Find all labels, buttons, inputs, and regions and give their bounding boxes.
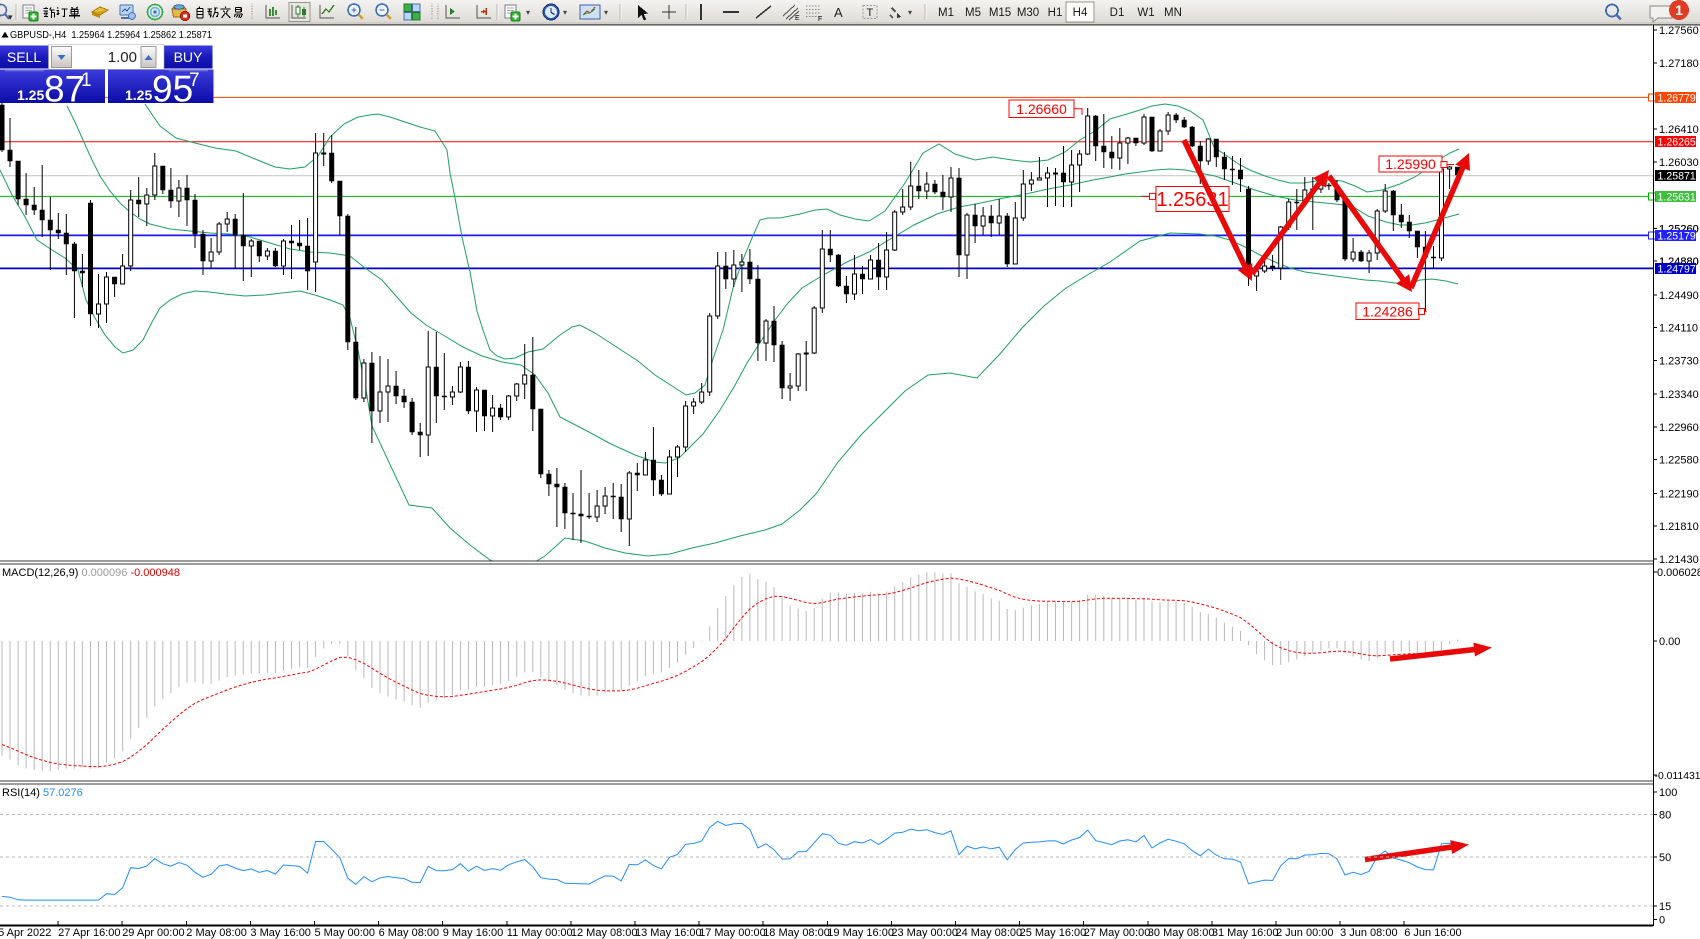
svg-text:1: 1	[1675, 2, 1683, 18]
svg-text:1.22580: 1.22580	[1659, 455, 1699, 467]
svg-text:1.22190: 1.22190	[1659, 488, 1699, 500]
svg-text:80: 80	[1659, 810, 1671, 822]
svg-text:0.006028: 0.006028	[1657, 567, 1700, 579]
svg-text:27 May 00:00: 27 May 00:00	[1084, 927, 1151, 939]
svg-text:T: T	[867, 7, 874, 19]
svg-text:1.24286: 1.24286	[1362, 303, 1413, 319]
svg-text:25 May 16:00: 25 May 16:00	[1020, 927, 1087, 939]
svg-text:M1: M1	[938, 7, 954, 19]
svg-text:7: 7	[189, 70, 200, 91]
svg-text:1: 1	[81, 70, 92, 91]
svg-text:1.25: 1.25	[125, 87, 152, 103]
svg-text:1.23730: 1.23730	[1659, 356, 1699, 368]
svg-text:1.24110: 1.24110	[1659, 323, 1698, 335]
svg-text:1.26030: 1.26030	[1659, 157, 1699, 169]
svg-text:A: A	[834, 5, 843, 20]
svg-text:1.25990: 1.25990	[1385, 156, 1436, 172]
svg-text:1.25631: 1.25631	[1658, 191, 1696, 203]
svg-text:M5: M5	[965, 7, 981, 19]
svg-text:23 May 00:00: 23 May 00:00	[891, 927, 958, 939]
svg-text:12 May 08:00: 12 May 08:00	[571, 927, 638, 939]
svg-text:95: 95	[152, 69, 193, 110]
svg-text:13 May 16:00: 13 May 16:00	[635, 927, 702, 939]
svg-text:1.27560: 1.27560	[1659, 25, 1699, 37]
svg-text:27 Apr 16:00: 27 Apr 16:00	[58, 927, 120, 939]
svg-text:3 May 16:00: 3 May 16:00	[250, 927, 311, 939]
svg-text:-0.011431: -0.011431	[1655, 771, 1700, 782]
svg-text:1.26265: 1.26265	[1658, 137, 1696, 149]
svg-text:19 May 16:00: 19 May 16:00	[827, 927, 894, 939]
svg-text:MN: MN	[1164, 7, 1182, 19]
svg-text:29 Apr 00:00: 29 Apr 00:00	[122, 927, 184, 939]
svg-text:2 Jun 00:00: 2 Jun 00:00	[1276, 927, 1334, 939]
svg-text:D1: D1	[1110, 7, 1125, 19]
svg-text:1.24797: 1.24797	[1658, 263, 1696, 275]
svg-text:1.24490: 1.24490	[1659, 290, 1699, 302]
svg-text:1.25: 1.25	[17, 87, 44, 103]
svg-text:RSI(14) 57.0276: RSI(14) 57.0276	[2, 787, 83, 799]
svg-text:100: 100	[1659, 787, 1677, 799]
svg-text:9 May 16:00: 9 May 16:00	[443, 927, 504, 939]
svg-text:GBPUSD-,H4 1.25964 1.25964 1.: GBPUSD-,H4 1.25964 1.25964 1.25862 1.258…	[10, 30, 212, 41]
svg-text:MACD(12,26,9) 0.000096 -0.0009: MACD(12,26,9) 0.000096 -0.000948	[2, 567, 180, 579]
svg-text:11 May 00:00: 11 May 00:00	[507, 927, 573, 939]
svg-text:18 May 08:00: 18 May 08:00	[763, 927, 830, 939]
svg-text:1.21810: 1.21810	[1659, 521, 1699, 533]
svg-text:▾: ▾	[604, 8, 608, 17]
svg-text:E: E	[795, 15, 800, 22]
svg-text:6 Jun 16:00: 6 Jun 16:00	[1404, 927, 1462, 939]
svg-text:F: F	[818, 16, 822, 23]
svg-text:W1: W1	[1137, 7, 1154, 19]
svg-text:30 May 08:00: 30 May 08:00	[1148, 927, 1215, 939]
svg-text:3 Jun 08:00: 3 Jun 08:00	[1340, 927, 1398, 939]
svg-text:1.26660: 1.26660	[1016, 101, 1067, 117]
svg-text:1.23340: 1.23340	[1659, 389, 1699, 401]
svg-text:1.26779: 1.26779	[1658, 92, 1696, 104]
svg-text:2 May 08:00: 2 May 08:00	[186, 927, 247, 939]
svg-text:1.22960: 1.22960	[1659, 422, 1699, 434]
svg-text:BUY: BUY	[174, 49, 203, 65]
svg-text:25 Apr 2022: 25 Apr 2022	[0, 927, 51, 939]
svg-text:24 May 08:00: 24 May 08:00	[956, 927, 1023, 939]
svg-text:▾: ▾	[908, 8, 912, 17]
svg-text:1.21430: 1.21430	[1659, 554, 1699, 566]
svg-text:1.25871: 1.25871	[1658, 171, 1696, 183]
svg-text:SELL: SELL	[7, 49, 41, 65]
svg-text:5 May 00:00: 5 May 00:00	[315, 927, 376, 939]
svg-text:87: 87	[44, 69, 85, 110]
svg-text:H4: H4	[1073, 7, 1088, 19]
svg-text:▾: ▾	[8, 12, 13, 22]
svg-text:50: 50	[1659, 852, 1671, 864]
svg-text:▾: ▾	[563, 8, 567, 17]
svg-text:1.26410: 1.26410	[1659, 124, 1699, 136]
svg-text:6 May 08:00: 6 May 08:00	[379, 927, 440, 939]
svg-text:1.27180: 1.27180	[1659, 58, 1699, 70]
svg-text:0: 0	[1659, 915, 1665, 927]
svg-text:0.00: 0.00	[1659, 636, 1680, 648]
svg-text:1.00: 1.00	[108, 49, 137, 66]
svg-text:1.25179: 1.25179	[1658, 230, 1696, 242]
svg-text:▾: ▾	[526, 8, 530, 17]
svg-text:17 May 00:00: 17 May 00:00	[699, 927, 766, 939]
svg-text:H1: H1	[1048, 7, 1063, 19]
svg-text:M30: M30	[1017, 7, 1039, 19]
svg-text:31 May 16:00: 31 May 16:00	[1212, 927, 1279, 939]
svg-text:M15: M15	[989, 7, 1011, 19]
svg-text:15: 15	[1659, 901, 1671, 913]
